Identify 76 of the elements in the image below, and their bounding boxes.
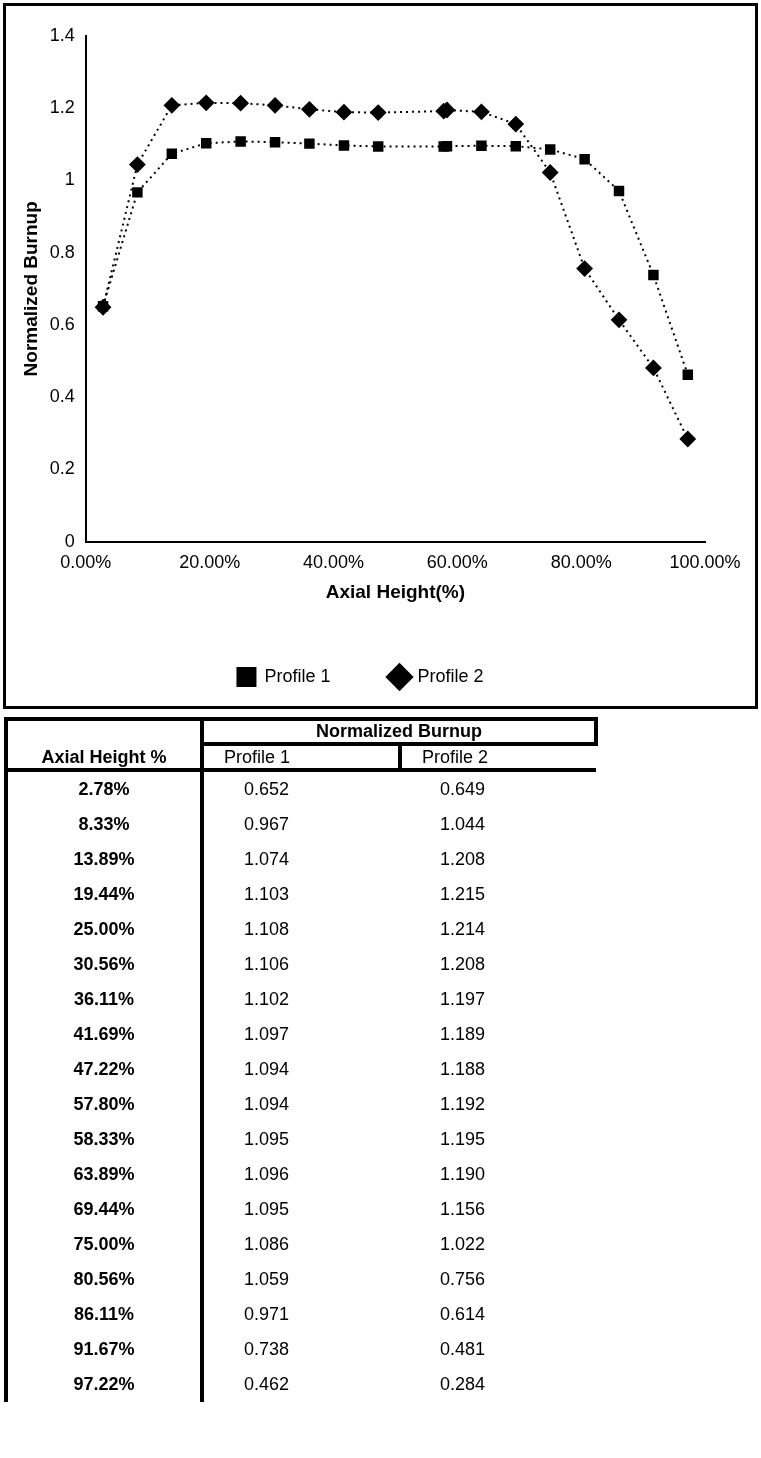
category-label: 25.00% [6,912,202,947]
data-label: 1.195 [439,1128,487,1151]
data-label: 0.967 [243,813,291,836]
data-label: 0.652 [243,778,291,801]
category-label: 13.89% [6,842,202,877]
category-label: 8.33% [6,807,202,842]
x-tick-label: 100.00% [669,552,741,573]
x-tick-label: 60.00% [426,552,488,573]
data-label: 1.108 [243,918,291,941]
data-label: 1.074 [243,848,291,871]
category-label: 41.69% [6,1017,202,1052]
data-label: 1.059 [243,1268,291,1291]
category-label: 63.89% [6,1157,202,1192]
x-tick-label: 40.00% [302,552,365,573]
data-label: 0.481 [439,1338,487,1361]
data-label: 1.094 [243,1058,291,1081]
data-label: 0.284 [439,1373,487,1396]
category-label: 97.22% [6,1367,202,1402]
y-tick-label: 1 [64,169,75,190]
data-label: 0.756 [439,1268,487,1291]
y-tick-label: 0.2 [49,458,75,479]
data-label: 0.971 [243,1303,291,1326]
y-tick-label: 0.4 [49,386,75,407]
category-label: 57.80% [6,1087,202,1122]
category-label: 58.33% [6,1122,202,1157]
x-tick-label: 20.00% [179,552,241,573]
category-label: 19.44% [6,877,202,912]
data-label: 0.462 [243,1373,291,1396]
data-label: 1.086 [243,1233,291,1256]
data-label: 0.614 [439,1303,487,1326]
text: Normalized Burnup [202,719,596,744]
y-axis-title: Normalized Burnup [19,201,41,377]
data-label: 1.044 [439,813,487,836]
data-label: 1.208 [439,953,487,976]
data-label: 1.214 [439,918,487,941]
legend-label: Profile 1 [264,665,331,686]
y-tick-label: 0.8 [49,241,75,262]
text: Profile 1 [202,744,400,770]
data-label: 1.097 [243,1023,291,1046]
data-label: 0.649 [439,778,487,801]
data-label: 1.215 [439,883,487,906]
legend-label: Profile 2 [417,665,484,686]
data-label: 1.208 [439,848,487,871]
data-label: 1.106 [243,953,291,976]
category-label: 2.78% [6,770,202,807]
data-label: 0.738 [243,1338,291,1361]
data-label: 1.197 [439,988,487,1011]
y-tick-label: 0.6 [49,313,75,334]
x-tick-label: 0.00% [60,552,112,573]
category-label: 30.56% [6,947,202,982]
data-label: 1.095 [243,1128,291,1151]
data-label: 1.102 [243,988,291,1011]
data-label: 1.156 [439,1198,487,1221]
category-label: 80.56% [6,1262,202,1297]
data-label: 1.190 [439,1163,487,1186]
data-label: 1.096 [243,1163,291,1186]
category-label: 47.22% [6,1052,202,1087]
x-axis-title: Axial Height(%) [325,580,466,602]
category-label: 75.00% [6,1227,202,1262]
x-tick-label: 80.00% [550,552,612,573]
text: Profile 2 [400,744,596,770]
category-label: 69.44% [6,1192,202,1227]
y-tick-label: 0 [64,530,75,551]
data-label: 1.188 [439,1058,487,1081]
y-tick-label: 1.2 [49,97,75,118]
data-label: 1.103 [243,883,291,906]
data-label: 1.022 [439,1233,487,1256]
data-label: 1.095 [243,1198,291,1221]
category-label: 86.11% [6,1297,202,1332]
data-label: 1.189 [439,1023,487,1046]
text: Axial Height % [6,719,202,770]
category-label: 91.67% [6,1332,202,1367]
y-tick-label: 1.4 [49,24,75,45]
data-label: 1.192 [439,1093,487,1116]
data-label: 1.094 [243,1093,291,1116]
category-label: 36.11% [6,982,202,1017]
